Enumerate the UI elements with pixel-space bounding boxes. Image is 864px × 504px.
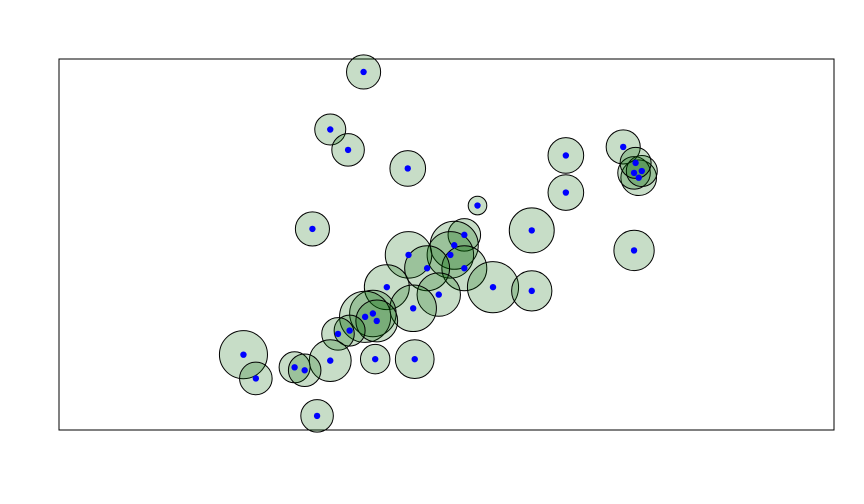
data-point [461, 231, 468, 239]
data-point [630, 247, 638, 254]
data-point [635, 174, 642, 181]
data-point [451, 242, 458, 249]
data-point [638, 167, 645, 175]
data-point [327, 126, 334, 133]
data-point [372, 355, 379, 363]
points-layer [240, 68, 645, 420]
data-point [361, 313, 369, 321]
data-point [301, 367, 308, 374]
data-point [240, 351, 247, 358]
data-point [562, 152, 570, 159]
data-point [474, 202, 481, 209]
data-point [528, 287, 535, 295]
data-point [630, 169, 638, 177]
data-point [435, 291, 442, 298]
circles-layer [218, 54, 658, 433]
data-point [404, 165, 411, 172]
data-point [252, 375, 260, 382]
data-point [632, 159, 639, 167]
data-point [620, 143, 627, 151]
data-point [360, 68, 367, 76]
data-point [369, 310, 377, 317]
data-point [291, 364, 298, 371]
data-point [327, 357, 334, 364]
data-point [383, 283, 391, 291]
data-point [309, 225, 316, 233]
data-point [411, 355, 418, 363]
data-point [373, 317, 380, 325]
data-point [334, 330, 342, 338]
data-point [313, 412, 321, 420]
data-point [346, 327, 353, 334]
data-point [405, 251, 412, 259]
data-point [562, 189, 570, 196]
data-point [489, 283, 497, 291]
data-point [528, 227, 535, 234]
data-point [461, 265, 468, 272]
data-point [447, 251, 454, 259]
plot-frame [58, 58, 835, 431]
data-point [409, 305, 417, 312]
data-point [423, 265, 431, 272]
data-point [344, 146, 352, 154]
